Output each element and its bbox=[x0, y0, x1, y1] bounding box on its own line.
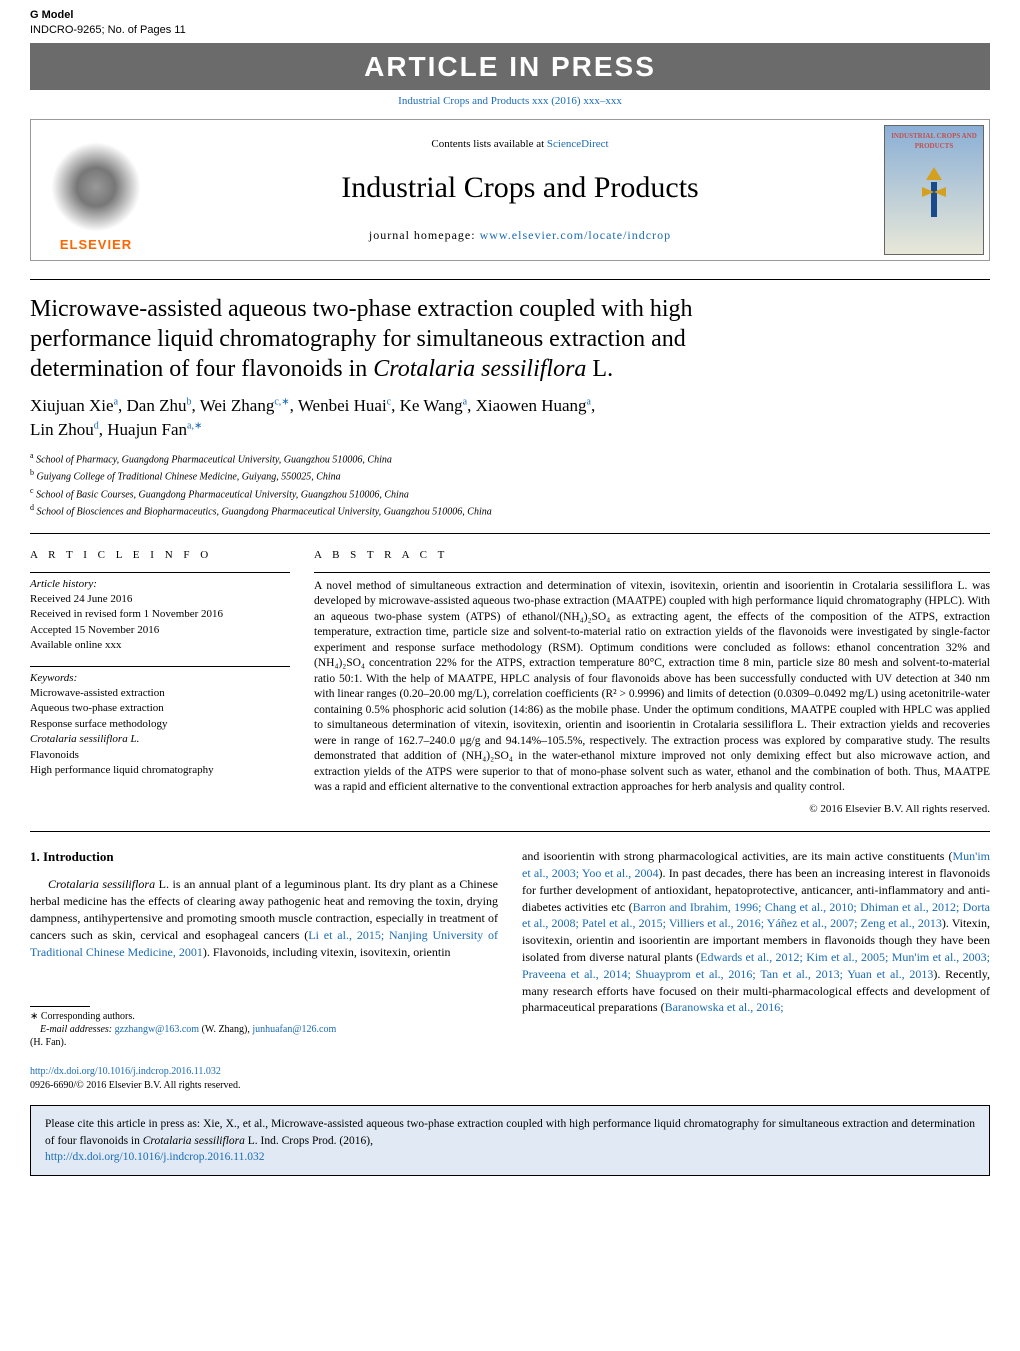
abstract-copyright: © 2016 Elsevier B.V. All rights reserved… bbox=[314, 802, 990, 817]
received-date: Received 24 June 2016 bbox=[30, 592, 290, 607]
article-ref: INDCRO-9265; No. of Pages 11 bbox=[30, 23, 186, 38]
abstract-text: A novel method of simultaneous extractio… bbox=[314, 572, 990, 796]
revised-date: Received in revised form 1 November 2016 bbox=[30, 607, 290, 622]
elsevier-logo: ELSEVIER bbox=[31, 120, 161, 260]
journal-cover-thumbnail: INDUSTRIAL CROPS AND PRODUCTS bbox=[884, 125, 984, 255]
keyword-item: Flavonoids bbox=[30, 748, 290, 763]
journal-name: Industrial Crops and Products bbox=[161, 167, 879, 209]
paper-title: Microwave-assisted aqueous two-phase ext… bbox=[30, 280, 990, 394]
journal-header-box: ELSEVIER Contents lists available at Sci… bbox=[30, 119, 990, 261]
abstract-label: A B S T R A C T bbox=[314, 548, 990, 563]
email-link[interactable]: gzzhangw@163.com bbox=[115, 1024, 199, 1035]
section-heading: 1. Introduction bbox=[30, 848, 498, 866]
article-in-press-banner: ARTICLE IN PRESS bbox=[30, 43, 990, 90]
body-column-right: and isoorientin with strong pharmacologi… bbox=[522, 848, 990, 1049]
keyword-item: Microwave-assisted extraction bbox=[30, 686, 290, 701]
citation-box: Please cite this article in press as: Xi… bbox=[30, 1105, 990, 1175]
journal-cover-title: INDUSTRIAL CROPS AND PRODUCTS bbox=[889, 132, 979, 152]
doi-link[interactable]: http://dx.doi.org/10.1016/j.indcrop.2016… bbox=[30, 1066, 221, 1077]
keyword-item: Response surface methodology bbox=[30, 717, 290, 732]
keyword-item: High performance liquid chromatography bbox=[30, 763, 290, 778]
email-addresses-line: E-mail addresses: gzzhangw@163.com (W. Z… bbox=[30, 1023, 498, 1049]
g-model-label: G Model bbox=[30, 8, 186, 23]
affiliations-block: a School of Pharmacy, Guangdong Pharmace… bbox=[30, 450, 990, 519]
corresponding-authors-note: ∗ Corresponding authors. bbox=[30, 1010, 498, 1023]
journal-cover-plant-icon bbox=[914, 162, 954, 222]
intro-paragraph-1: Crotalaria sessiliflora L. is an annual … bbox=[30, 876, 498, 960]
article-info-column: A R T I C L E I N F O Article history: R… bbox=[30, 548, 290, 817]
citation-link[interactable]: Mun'im et al., 2003; Yoo et al., 2004 bbox=[522, 849, 990, 880]
footnote-block: ∗ Corresponding authors. E-mail addresse… bbox=[30, 1000, 498, 1049]
journal-homepage-link[interactable]: www.elsevier.com/locate/indcrop bbox=[480, 228, 672, 242]
email-link[interactable]: junhuafan@126.com bbox=[252, 1024, 336, 1035]
body-column-left: 1. Introduction Crotalaria sessiliflora … bbox=[30, 848, 498, 1049]
keywords-list: Microwave-assisted extraction Aqueous tw… bbox=[30, 686, 290, 778]
citation-link[interactable]: Baranowska et al., 2016; bbox=[665, 1000, 784, 1014]
intro-paragraph-2: and isoorientin with strong pharmacologi… bbox=[522, 848, 990, 1016]
contents-available-line: Contents lists available at ScienceDirec… bbox=[161, 137, 879, 152]
authors-list: Xiujuan Xiea, Dan Zhub, Wei Zhangc,∗, We… bbox=[30, 394, 990, 442]
elsevier-text: ELSEVIER bbox=[60, 236, 132, 254]
accepted-date: Accepted 15 November 2016 bbox=[30, 623, 290, 638]
article-history-header: Article history: bbox=[30, 572, 290, 592]
citation-link[interactable]: Barron and Ibrahim, 1996; Chang et al., … bbox=[522, 900, 990, 931]
keyword-item: Crotalaria sessiliflora L. bbox=[30, 732, 290, 747]
journal-reference[interactable]: Industrial Crops and Products xxx (2016)… bbox=[0, 94, 1020, 109]
sciencedirect-link[interactable]: ScienceDirect bbox=[547, 138, 609, 150]
journal-homepage-line: journal homepage: www.elsevier.com/locat… bbox=[161, 227, 879, 244]
citation-link[interactable]: Li et al., 2015; Nanjing University of T… bbox=[30, 928, 498, 959]
keyword-item: Aqueous two-phase extraction bbox=[30, 701, 290, 716]
citation-link[interactable]: Edwards et al., 2012; Kim et al., 2005; … bbox=[522, 950, 990, 981]
article-info-label: A R T I C L E I N F O bbox=[30, 548, 290, 563]
doi-block: http://dx.doi.org/10.1016/j.indcrop.2016… bbox=[30, 1065, 990, 1093]
abstract-column: A B S T R A C T A novel method of simult… bbox=[314, 548, 990, 817]
online-date: Available online xxx bbox=[30, 638, 290, 653]
issn-copyright-line: 0926-6690/© 2016 Elsevier B.V. All right… bbox=[30, 1080, 240, 1091]
citation-doi-link[interactable]: http://dx.doi.org/10.1016/j.indcrop.2016… bbox=[45, 1151, 264, 1163]
elsevier-tree-icon bbox=[51, 142, 141, 232]
keywords-header: Keywords: bbox=[30, 671, 290, 686]
